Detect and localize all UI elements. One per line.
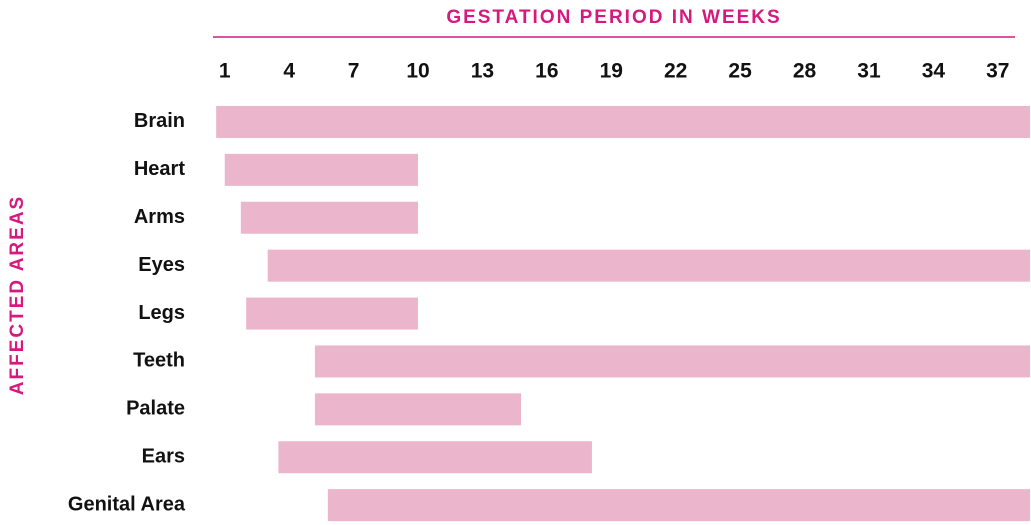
y-tick-label: Ears [142,446,185,468]
y-tick-label: Palate [126,398,185,420]
y-tick-label: Genital Area [68,493,186,515]
x-tick-label: 7 [348,60,360,83]
bar [327,489,1030,522]
x-tick-label: 25 [728,60,752,83]
y-tick-label: Heart [134,158,185,180]
y-tick-label: Legs [138,302,185,324]
y-tick-label: Arms [134,206,185,228]
bar [246,297,418,330]
x-tick-label: 1 [219,60,231,83]
y-axis-label: AFFECTED AREAS [7,195,28,395]
bar [314,345,1030,378]
bar [267,249,1030,282]
bar [278,441,592,474]
x-tick-label: 28 [793,60,817,83]
x-tick-label: 4 [283,60,295,83]
chart-title: GESTATION PERIOD IN WEEKS [446,7,781,28]
bar [224,153,418,186]
y-tick-label: Brain [134,110,185,132]
bar [314,393,522,426]
x-tick-label: 13 [471,60,494,83]
x-tick-label: 37 [986,60,1009,83]
x-tick-label: 34 [922,60,946,83]
x-tick-label: 19 [600,60,623,83]
x-tick-label: 10 [406,60,429,83]
x-tick-label: 16 [535,60,558,83]
x-tick-label: 22 [664,60,687,83]
x-tick-label: 31 [857,60,881,83]
bar [240,201,418,234]
y-tick-label: Teeth [133,350,185,372]
y-tick-label: Eyes [138,254,185,276]
bar [216,105,1031,138]
